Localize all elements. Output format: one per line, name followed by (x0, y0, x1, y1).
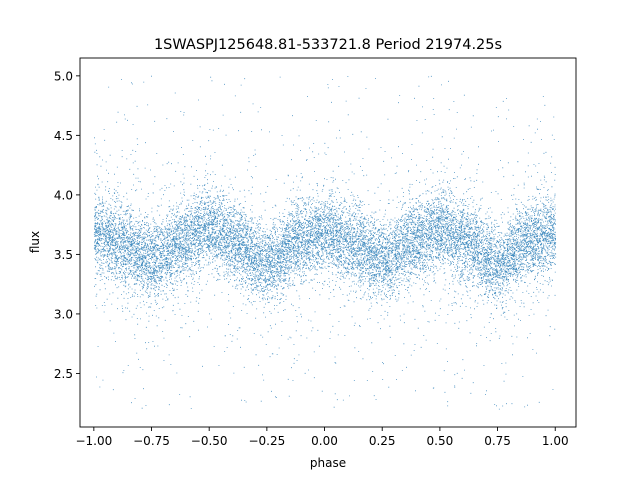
x-tick-label: 1.00 (542, 434, 569, 448)
x-tick-label: −0.50 (191, 434, 228, 448)
x-tick-label: 0.25 (369, 434, 396, 448)
flux-data-point (93, 75, 557, 410)
y-axis-label: flux (28, 231, 42, 253)
x-axis-ticks: −1.00 −0.75 −0.50 −0.25 0.00 0.25 0.50 0.75 1.00 (75, 427, 569, 448)
y-tick-label: 5.0 (54, 69, 73, 83)
x-axis-label: phase (310, 456, 346, 470)
y-tick-label: 4.5 (54, 129, 73, 143)
x-tick-label: −0.25 (248, 434, 285, 448)
x-tick-label: 0.50 (427, 434, 454, 448)
y-tick-label: 2.5 (54, 367, 73, 381)
x-tick-label: 0.00 (311, 434, 338, 448)
plot-frame (79, 57, 577, 428)
y-tick-label: 3.0 (54, 307, 73, 321)
x-tick-label: 0.75 (484, 434, 511, 448)
y-tick-label: 4.0 (54, 188, 73, 202)
x-tick-label: −0.75 (133, 434, 170, 448)
scatter-points (93, 75, 557, 410)
chart-title: 1SWASPJ125648.81-533721.8 Period 21974.2… (154, 37, 502, 53)
y-tick-label: 3.5 (54, 248, 73, 262)
x-tick-label: −1.00 (75, 434, 112, 448)
y-axis-ticks: 2.5 3.0 3.5 4.0 4.5 5.0 (54, 69, 80, 381)
